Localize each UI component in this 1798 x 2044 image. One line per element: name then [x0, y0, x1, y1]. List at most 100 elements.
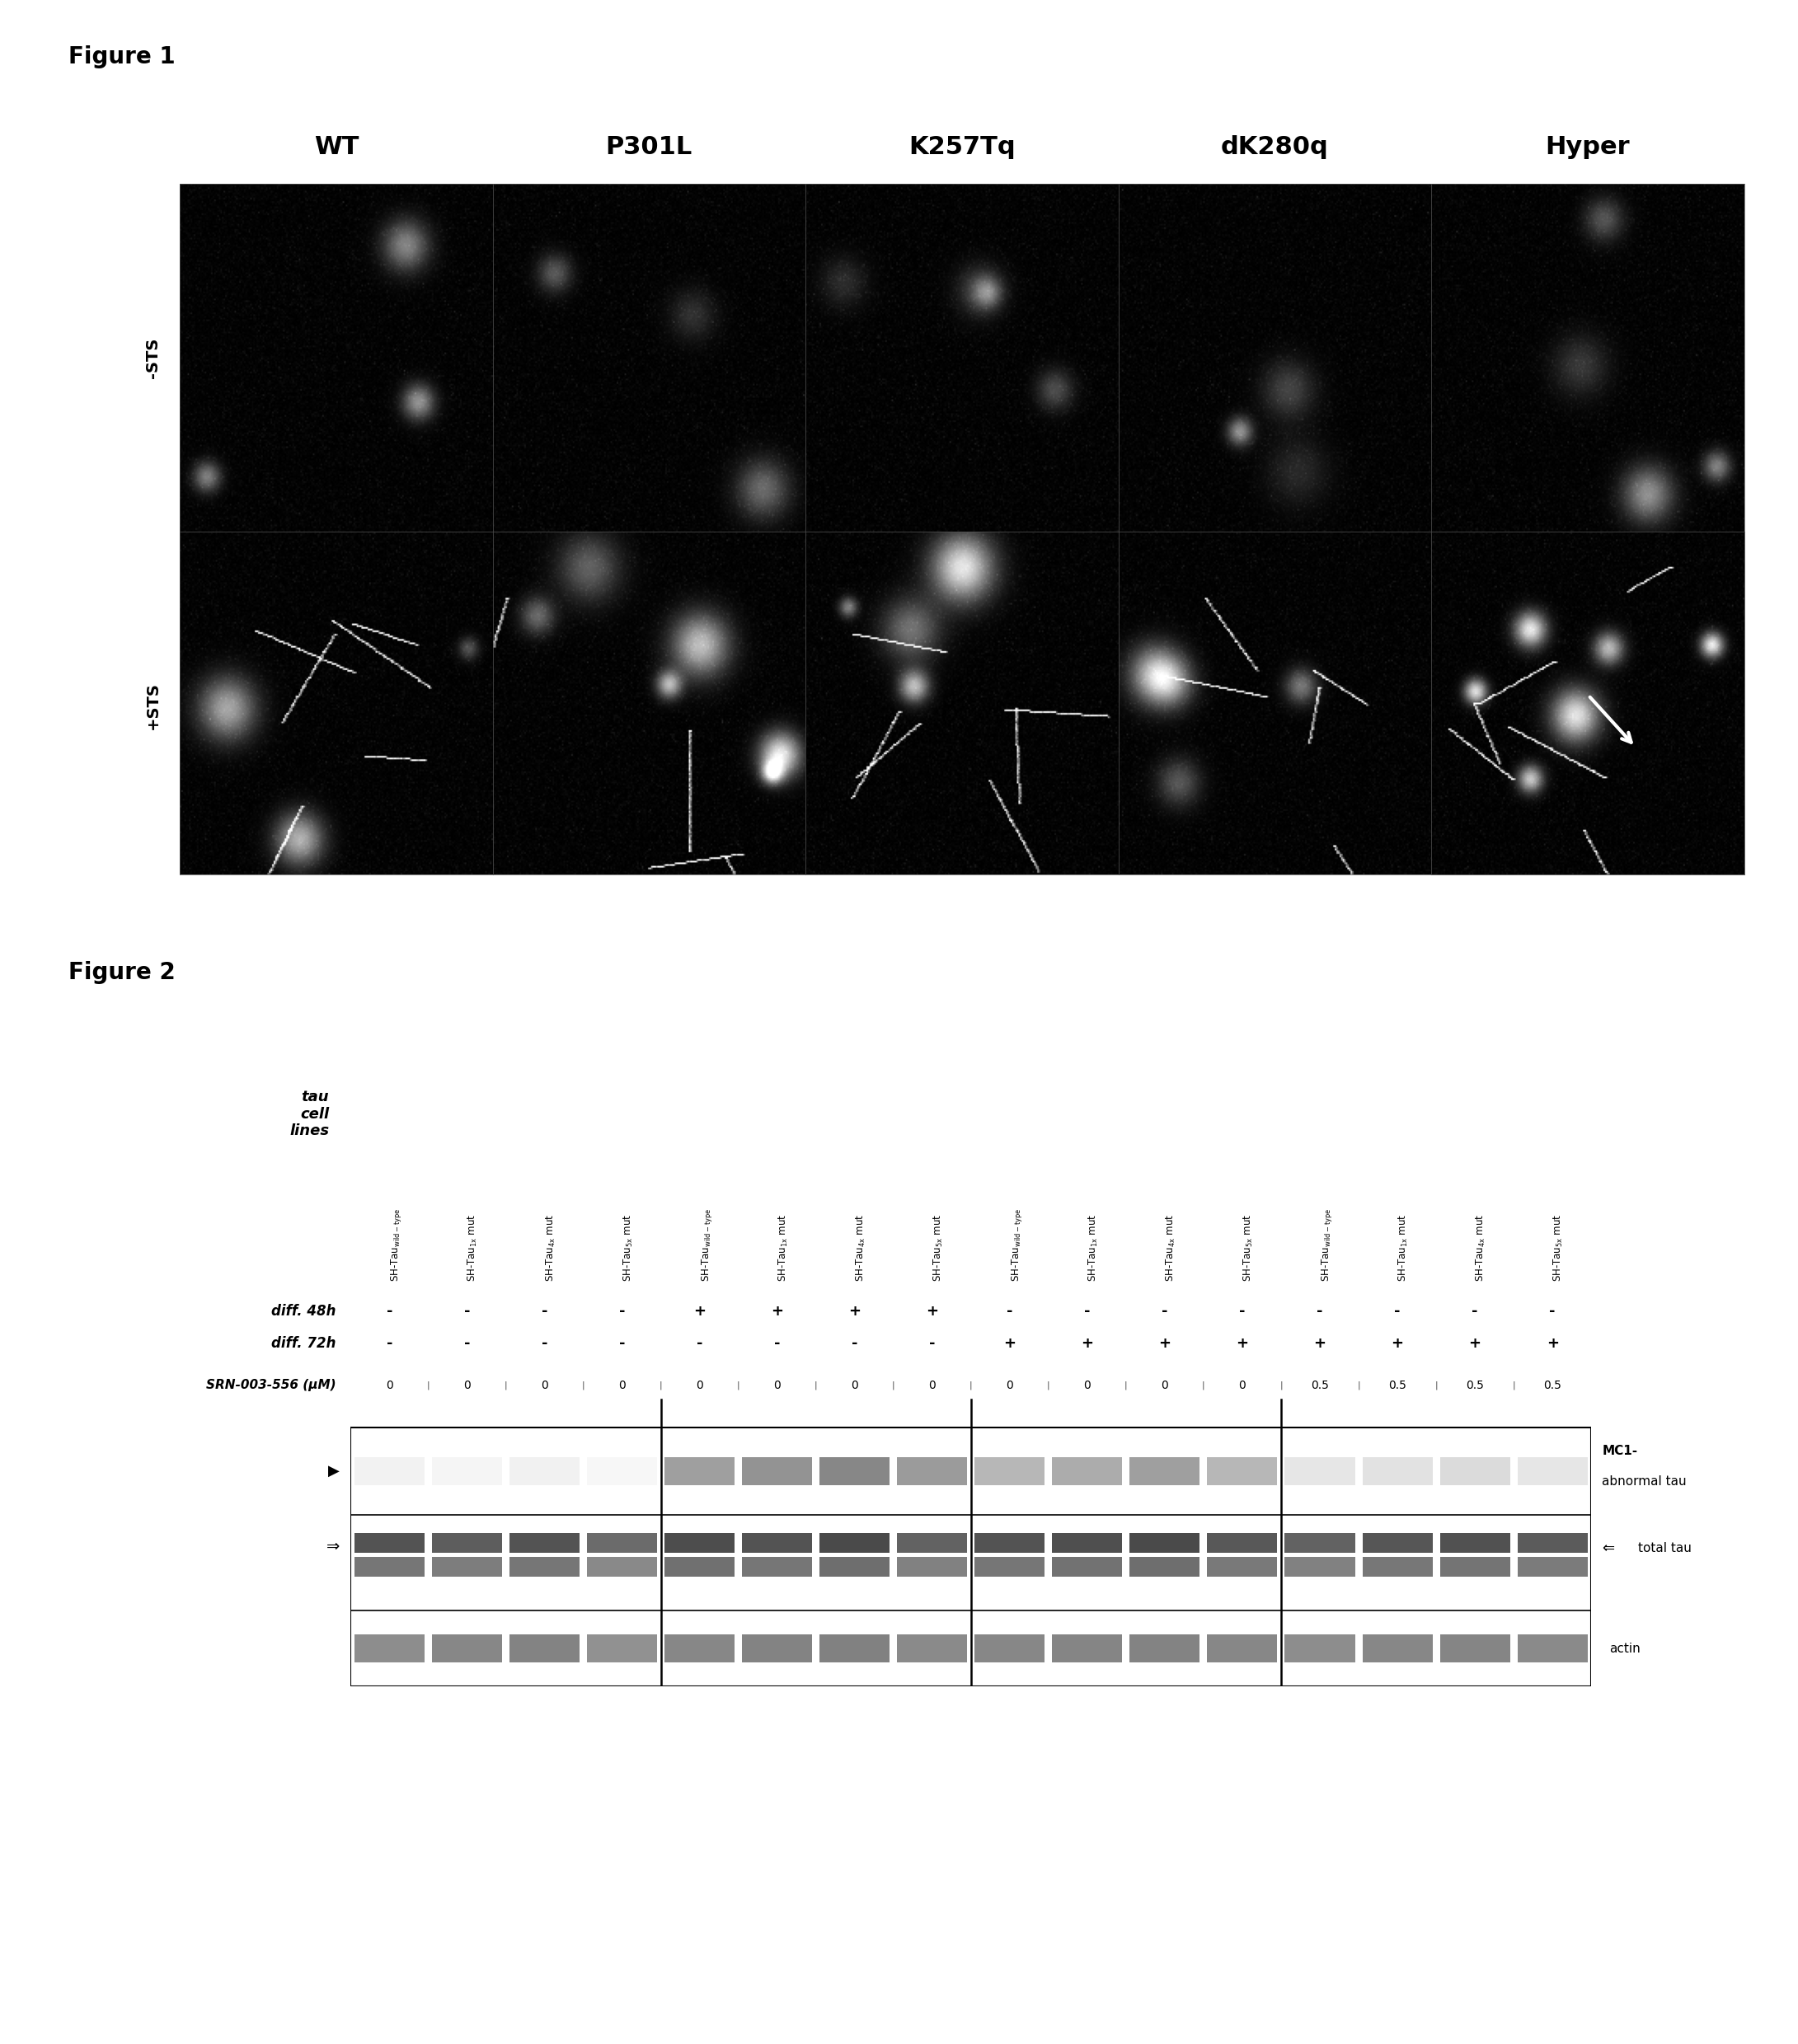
- Bar: [743, 1558, 813, 1576]
- Text: |: |: [1512, 1382, 1516, 1390]
- Text: -: -: [464, 1304, 469, 1318]
- Bar: [354, 1533, 424, 1553]
- Text: |: |: [583, 1382, 584, 1390]
- Text: 0: 0: [1239, 1380, 1246, 1392]
- Text: -: -: [852, 1337, 858, 1351]
- Text: SRN-003-556 (μM): SRN-003-556 (μM): [207, 1380, 336, 1392]
- Text: -: -: [1084, 1304, 1090, 1318]
- Bar: [975, 1457, 1045, 1486]
- Bar: [665, 1635, 735, 1662]
- Bar: [743, 1457, 813, 1486]
- Text: SH-Tau$_{\mathrm{wild-type}}$: SH-Tau$_{\mathrm{wild-type}}$: [1320, 1208, 1334, 1282]
- Text: +: +: [1081, 1337, 1093, 1351]
- Bar: [432, 1635, 502, 1662]
- Bar: [432, 1533, 502, 1553]
- Text: -: -: [541, 1337, 548, 1351]
- Text: 0.5: 0.5: [1543, 1380, 1561, 1392]
- Bar: [1129, 1533, 1199, 1553]
- Text: SH-Tau$_{\mathrm{1x}}$ mut: SH-Tau$_{\mathrm{1x}}$ mut: [467, 1214, 480, 1282]
- Text: 0: 0: [773, 1380, 780, 1392]
- Text: |: |: [426, 1382, 430, 1390]
- Text: SH-Tau$_{\mathrm{5x}}$ mut: SH-Tau$_{\mathrm{5x}}$ mut: [1552, 1214, 1564, 1282]
- Text: |: |: [660, 1382, 662, 1390]
- Bar: [1052, 1635, 1122, 1662]
- Bar: [509, 1635, 579, 1662]
- Text: -: -: [1393, 1304, 1401, 1318]
- Text: diff. 48h: diff. 48h: [271, 1304, 336, 1318]
- Bar: [975, 1533, 1045, 1553]
- Bar: [354, 1558, 424, 1576]
- Text: -: -: [1550, 1304, 1555, 1318]
- Text: 0.5: 0.5: [1311, 1380, 1329, 1392]
- Bar: [586, 1635, 656, 1662]
- Text: ⇒: ⇒: [325, 1539, 340, 1553]
- Text: -: -: [541, 1304, 548, 1318]
- Text: 0.5: 0.5: [1465, 1380, 1483, 1392]
- Text: -: -: [1162, 1304, 1169, 1318]
- Text: SH-Tau$_{\mathrm{1x}}$ mut: SH-Tau$_{\mathrm{1x}}$ mut: [1088, 1214, 1100, 1282]
- Text: ▶: ▶: [329, 1464, 340, 1478]
- Text: 0: 0: [619, 1380, 626, 1392]
- Text: +: +: [1469, 1337, 1482, 1351]
- Text: -STS: -STS: [146, 337, 160, 378]
- Bar: [1052, 1457, 1122, 1486]
- Text: +: +: [771, 1304, 784, 1318]
- Bar: [1363, 1635, 1433, 1662]
- Bar: [586, 1558, 656, 1576]
- Bar: [897, 1457, 967, 1486]
- Text: SH-Tau$_{\mathrm{wild-type}}$: SH-Tau$_{\mathrm{wild-type}}$: [1010, 1208, 1023, 1282]
- Bar: [743, 1635, 813, 1662]
- Text: WT: WT: [315, 135, 358, 159]
- Bar: [1286, 1558, 1356, 1576]
- Text: +: +: [1546, 1337, 1559, 1351]
- Bar: [1206, 1457, 1277, 1486]
- Bar: [1286, 1635, 1356, 1662]
- Text: SH-Tau$_{\mathrm{wild-type}}$: SH-Tau$_{\mathrm{wild-type}}$: [699, 1208, 714, 1282]
- Text: +: +: [1392, 1337, 1404, 1351]
- Bar: [1129, 1635, 1199, 1662]
- Text: SH-Tau$_{\mathrm{1x}}$ mut: SH-Tau$_{\mathrm{1x}}$ mut: [777, 1214, 789, 1282]
- Text: -: -: [387, 1337, 392, 1351]
- Text: actin: actin: [1609, 1641, 1640, 1654]
- Text: -: -: [619, 1337, 626, 1351]
- Text: diff. 72h: diff. 72h: [271, 1337, 336, 1351]
- Bar: [1363, 1558, 1433, 1576]
- Bar: [820, 1533, 890, 1553]
- Bar: [975, 1635, 1045, 1662]
- Text: 0: 0: [541, 1380, 548, 1392]
- Text: -: -: [1473, 1304, 1478, 1318]
- Bar: [665, 1558, 735, 1576]
- Bar: [1440, 1635, 1510, 1662]
- Text: +STS: +STS: [146, 681, 160, 730]
- Text: SH-Tau$_{\mathrm{1x}}$ mut: SH-Tau$_{\mathrm{1x}}$ mut: [1397, 1214, 1410, 1282]
- Text: +: +: [694, 1304, 707, 1318]
- Bar: [1206, 1635, 1277, 1662]
- Bar: [509, 1558, 579, 1576]
- Bar: [1052, 1558, 1122, 1576]
- Text: Figure 2: Figure 2: [68, 961, 174, 983]
- Text: 0: 0: [928, 1380, 935, 1392]
- Bar: [1518, 1533, 1588, 1553]
- Bar: [1363, 1457, 1433, 1486]
- Text: |: |: [1435, 1382, 1438, 1390]
- Bar: [897, 1558, 967, 1576]
- Bar: [354, 1457, 424, 1486]
- Bar: [354, 1635, 424, 1662]
- Text: SH-Tau$_{\mathrm{5x}}$ mut: SH-Tau$_{\mathrm{5x}}$ mut: [931, 1214, 944, 1282]
- Text: +: +: [1314, 1337, 1327, 1351]
- Text: +: +: [849, 1304, 861, 1318]
- Text: -: -: [696, 1337, 703, 1351]
- Bar: [1206, 1533, 1277, 1553]
- Text: Hyper: Hyper: [1544, 135, 1631, 159]
- Text: ⇐: ⇐: [1602, 1541, 1615, 1555]
- Text: total tau: total tau: [1638, 1543, 1692, 1555]
- Bar: [820, 1558, 890, 1576]
- Bar: [1286, 1533, 1356, 1553]
- Text: -: -: [773, 1337, 780, 1351]
- Text: -: -: [387, 1304, 392, 1318]
- Bar: [509, 1533, 579, 1553]
- Text: -: -: [1316, 1304, 1323, 1318]
- Bar: [665, 1533, 735, 1553]
- Bar: [665, 1457, 735, 1486]
- Bar: [1129, 1457, 1199, 1486]
